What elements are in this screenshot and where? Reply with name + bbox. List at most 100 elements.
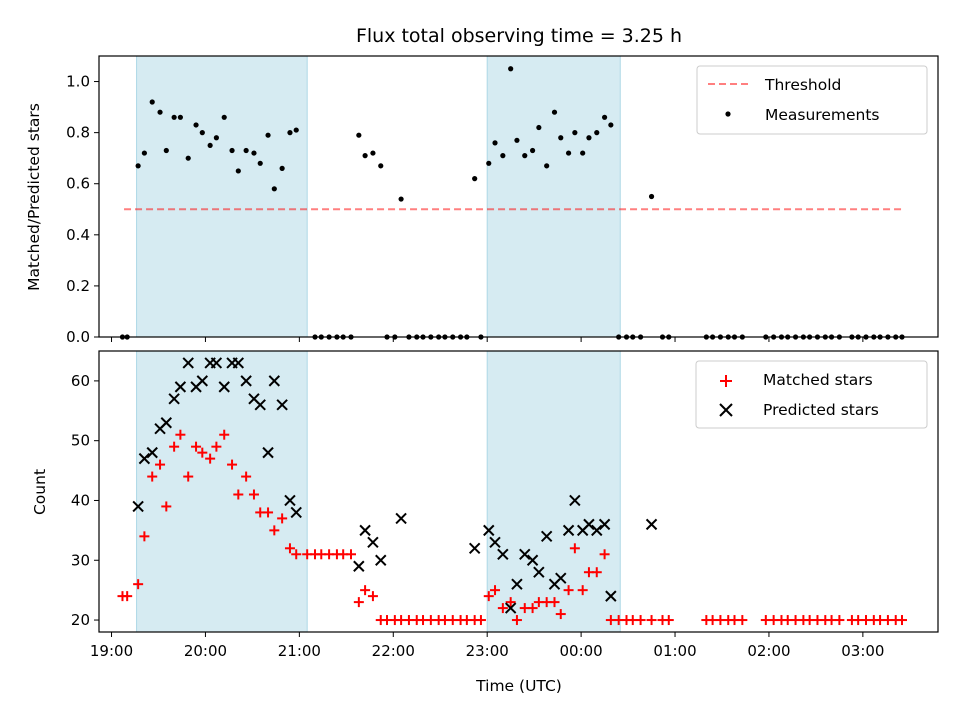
- predicted-star-marker-b: [248, 393, 260, 405]
- measurement-point: [257, 160, 263, 166]
- top-panel-shaded-intervals: [136, 55, 621, 338]
- predicted-star-marker-b: [138, 452, 151, 465]
- measurement-point: [529, 147, 536, 154]
- top-panel-x-ticks: [111, 337, 864, 342]
- predicted-star-marker: [511, 578, 523, 590]
- predicted-star-marker: [262, 446, 274, 459]
- shaded-interval: [136, 350, 308, 633]
- bottom-legend-predicted-swatch: [719, 403, 733, 417]
- predicted-star-marker-b: [353, 560, 365, 572]
- matched-star-marker: [227, 459, 238, 470]
- measurement-point: [544, 163, 550, 169]
- matched-star-marker: [646, 615, 657, 626]
- matched-star-marker: [834, 615, 845, 626]
- bottom-panel-frame: [98, 350, 939, 633]
- predicted-star-marker: [174, 381, 187, 393]
- y-tick-label: 0.2: [66, 277, 90, 295]
- predicted-star-marker-b: [284, 494, 296, 507]
- measurement-point: [378, 163, 384, 169]
- matched-star-marker: [248, 489, 259, 500]
- bottom-legend-matched-label: Matched stars: [763, 371, 873, 389]
- measurement-point: [163, 147, 169, 154]
- predicted-star-marker: [526, 554, 539, 566]
- measurement-point: [279, 165, 285, 171]
- measurement-point: [594, 130, 600, 136]
- predicted-star-marker-b: [262, 446, 274, 459]
- predicted-star-marker: [254, 399, 266, 411]
- measurement-point: [287, 130, 293, 136]
- measurement-point: [213, 135, 219, 141]
- measurement-point: [558, 135, 564, 141]
- top-legend-measurements-swatch: [725, 111, 731, 117]
- top-panel-frame: [98, 55, 939, 338]
- shaded-interval: [486, 55, 621, 338]
- x-axis-label: Time (UTC): [475, 677, 562, 695]
- top-legend-measurements-label: Measurements: [765, 106, 880, 124]
- predicted-star-marker-b: [562, 524, 575, 537]
- measurement-point: [293, 127, 299, 133]
- predicted-star-marker: [353, 560, 365, 572]
- predicted-star-marker-b: [497, 548, 509, 560]
- measurement-point: [398, 196, 404, 202]
- measurement-point: [235, 168, 241, 174]
- predicted-star-marker-b: [375, 554, 387, 566]
- predicted-star-marker: [468, 542, 481, 555]
- y-tick-label: 1.0: [66, 73, 90, 91]
- matched-star-marker: [241, 471, 252, 482]
- predicted-star-marker: [555, 572, 567, 584]
- bottom-legend-predicted-label: Predicted stars: [763, 401, 879, 419]
- x-tick-label: 20:00: [184, 642, 227, 660]
- predicted-star-marker: [583, 518, 595, 531]
- measurement-point: [135, 163, 141, 169]
- x-tick-label: 23:00: [466, 642, 509, 660]
- matched-star-marker: [591, 567, 602, 578]
- predicted-star-marker-b: [254, 399, 266, 411]
- matched-star-marker: [197, 447, 208, 458]
- matched-star-marker: [635, 615, 646, 626]
- matched-star-marker: [233, 489, 244, 500]
- predicted-star-marker-b: [182, 357, 194, 369]
- shaded-interval: [486, 350, 621, 633]
- matched-star-marker: [663, 615, 674, 626]
- y-tick-label: 60: [71, 372, 90, 390]
- predicted-star-marker-b: [468, 542, 481, 555]
- measurement-point: [601, 114, 608, 120]
- predicted-star-marker: [591, 524, 603, 537]
- matched-star-marker: [277, 513, 288, 524]
- measurement-point: [572, 130, 578, 136]
- predicted-star-marker-b: [519, 548, 531, 560]
- measurement-point: [536, 124, 542, 131]
- predicted-star-marker-b: [268, 375, 281, 387]
- bottom-panel-markers: [117, 357, 907, 626]
- top-panel-y-axis-label: Matched/Predicted stars: [25, 103, 43, 291]
- matched-star-marker: [360, 585, 371, 596]
- predicted-star-marker-b: [174, 381, 187, 393]
- predicted-star-marker-b: [276, 399, 288, 411]
- predicted-star-marker: [168, 393, 180, 405]
- measurement-point: [185, 155, 191, 161]
- top-legend-threshold-label: Threshold: [764, 76, 841, 94]
- y-tick-label: 30: [71, 551, 90, 569]
- predicted-star-marker: [598, 518, 611, 531]
- predicted-star-marker: [146, 446, 158, 459]
- matched-star-marker: [169, 441, 180, 452]
- predicted-star-marker-b: [526, 554, 539, 566]
- predicted-star-marker: [160, 417, 173, 429]
- measurement-point: [514, 137, 520, 143]
- predicted-star-marker: [540, 530, 553, 543]
- predicted-star-marker-b: [359, 524, 371, 537]
- matched-star-marker: [155, 459, 166, 470]
- measurement-point: [508, 66, 514, 72]
- y-tick-label: 0.8: [66, 124, 90, 142]
- predicted-star-marker-b: [555, 572, 567, 584]
- predicted-star-marker-b: [540, 530, 553, 543]
- bottom-panel-x-ticks: 19:00 20:00 21:00 22:00 23:00 00:00 01:00 02:00…: [90, 632, 884, 660]
- measurement-point: [500, 153, 506, 159]
- predicted-star-marker-b: [569, 494, 581, 507]
- measurement-point: [370, 150, 376, 156]
- matched-star-marker: [122, 591, 133, 602]
- measurement-point: [648, 193, 655, 200]
- predicted-star-marker: [232, 357, 245, 369]
- predicted-star-marker: [182, 357, 194, 369]
- measurement-point: [229, 147, 235, 154]
